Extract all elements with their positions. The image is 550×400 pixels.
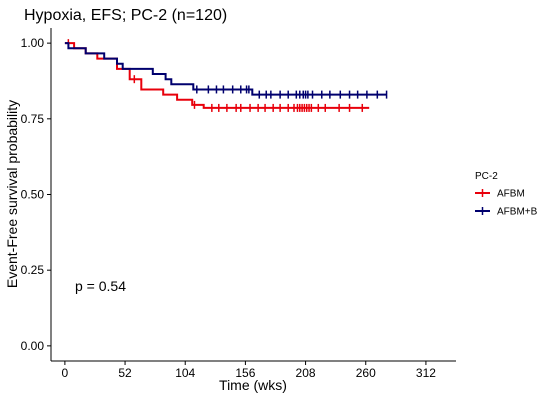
y-axis-title: Event-Free survival probability (4, 100, 20, 288)
legend: PC-2 AFBM AFBM+B (475, 171, 538, 218)
y-tick-label: 0.75 (21, 112, 45, 126)
y-tick-label: 0.00 (21, 339, 45, 353)
legend-title: PC-2 (475, 171, 498, 182)
p-value-annotation: p = 0.54 (75, 278, 126, 294)
plot-area (64, 39, 388, 112)
x-tick-label: 104 (175, 366, 195, 380)
y-tick-label: 0.25 (21, 263, 45, 277)
x-tick-label: 52 (118, 366, 132, 380)
chart-title: Hypoxia, EFS; PC-2 (n=120) (24, 7, 227, 24)
survival-curve-afbm (64, 42, 370, 109)
x-tick-label: 312 (416, 366, 436, 380)
x-tick-label: 208 (296, 366, 316, 380)
y-tick-label: 0.50 (21, 188, 45, 202)
legend-label: AFBM (497, 189, 525, 200)
x-tick-label: 260 (356, 366, 376, 380)
x-tick-label: 0 (62, 366, 69, 380)
x-axis-ticks: 0 52 104 156 208 260 312 (62, 361, 436, 380)
y-axis-ticks: 0.00 0.25 0.50 0.75 1.00 (21, 36, 51, 353)
survival-curve-afbm-b (64, 42, 387, 96)
x-axis-title: Time (wks) (219, 377, 287, 393)
y-tick-label: 1.00 (21, 36, 45, 50)
legend-label: AFBM+B (497, 207, 538, 218)
x-tick-label: 156 (235, 366, 255, 380)
